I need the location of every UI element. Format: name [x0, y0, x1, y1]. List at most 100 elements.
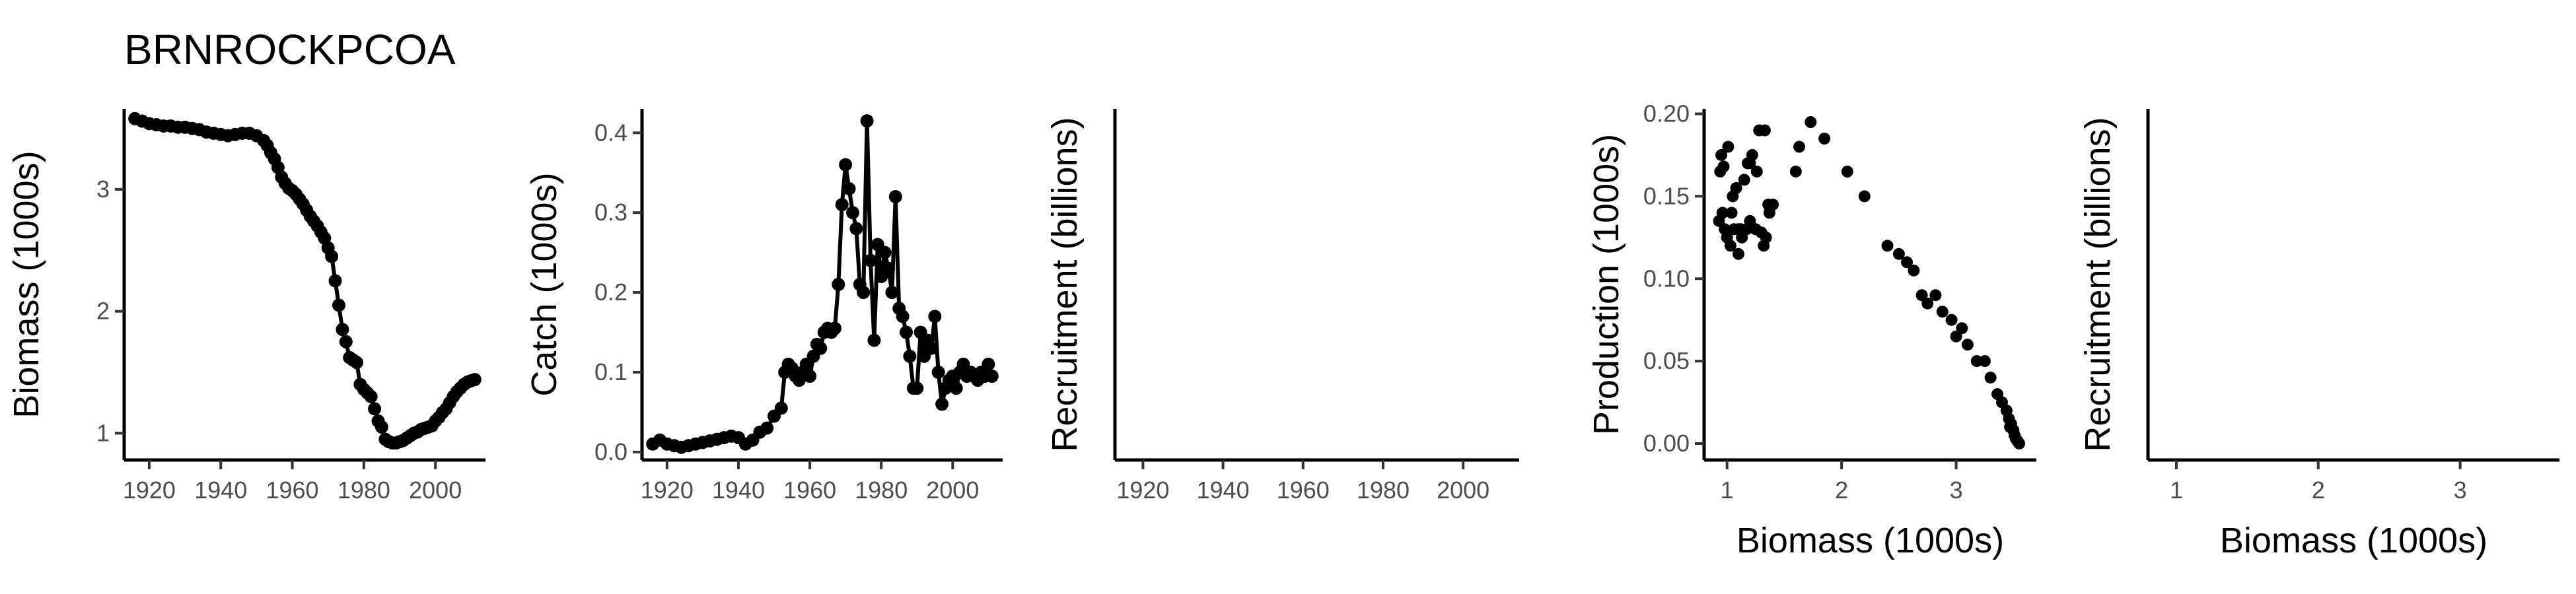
y-tick-label: 0.1 [594, 358, 627, 385]
data-point [828, 321, 841, 335]
x-tick-label: 2 [2312, 477, 2325, 504]
data-point [1750, 165, 1763, 178]
data-point [924, 341, 938, 355]
y-tick-label: 0.3 [594, 199, 627, 226]
y-axis-label: Catch (1000s) [524, 172, 564, 396]
data-point [1984, 372, 1997, 384]
data-point [1950, 330, 1962, 343]
x-tick-label: 2000 [926, 477, 979, 504]
data-point [1722, 141, 1735, 153]
data-point [1901, 256, 1913, 269]
data-point [1921, 297, 1934, 310]
x-tick-label: 1940 [194, 477, 247, 504]
panel-4: 1 2 3 0.00 0.05 0.10 0.15 0.20 Production (1000s… [1587, 100, 2036, 560]
data-point [468, 373, 482, 387]
x-tick-label: 1980 [338, 477, 390, 504]
data-point [332, 298, 345, 312]
data-point [839, 158, 853, 172]
y-tick-label: 2 [96, 298, 110, 325]
data-point [774, 401, 788, 415]
data-point [903, 349, 917, 363]
x-tick-label: 2000 [409, 477, 462, 504]
data-point [900, 325, 913, 339]
data-point [885, 286, 899, 300]
x-tick-label: 1920 [123, 477, 176, 504]
data-point [888, 190, 902, 203]
data-point [1733, 223, 1744, 236]
data-point [1908, 264, 1920, 277]
x-tick-label: 1 [2170, 477, 2183, 504]
y-tick-label: 0.4 [594, 119, 627, 146]
data-point [1730, 182, 1742, 194]
x-tick-label: 1920 [1116, 477, 1169, 504]
data-point [928, 310, 942, 323]
y-tick-label: 0.2 [594, 279, 627, 306]
data-point [760, 421, 774, 435]
data-point [1892, 248, 1905, 260]
x-tick-label: 3 [1950, 477, 1963, 504]
data-point [375, 420, 388, 434]
data-point [1789, 165, 1802, 178]
data-point [864, 253, 877, 267]
data-point [328, 274, 342, 288]
data-point [846, 206, 859, 220]
y-axis-label: Recruitment (billions) [1045, 117, 1085, 451]
data-point [1945, 314, 1958, 326]
x-axis-label: Biomass (1000s) [2220, 521, 2487, 560]
x-tick-label: 1980 [1357, 477, 1410, 504]
y-tick-label: 0.05 [1643, 347, 1690, 374]
data-point [985, 370, 999, 383]
data-point [982, 357, 995, 371]
data-point [1733, 248, 1744, 260]
data-point [1956, 322, 1968, 335]
y-tick-label: 0.20 [1643, 100, 1690, 127]
data-point [1841, 165, 1853, 178]
data-point [814, 341, 828, 355]
x-tick-label: 1940 [712, 477, 765, 504]
data-point [1818, 133, 1831, 145]
x-tick-label: 1920 [641, 477, 694, 504]
x-tick-label: 1940 [1197, 477, 1250, 504]
panel-3: 1920 1940 1960 1980 2000 Recruitment (billion… [1045, 109, 1519, 504]
data-point [1961, 339, 1974, 351]
x-tick-label: 1960 [1277, 477, 1330, 504]
data-point [931, 366, 945, 379]
data-point [1715, 148, 1727, 161]
x-tick-label: 1960 [783, 477, 836, 504]
data-point [1758, 240, 1770, 252]
data-point [867, 333, 881, 347]
y-tick-label: 1 [96, 419, 110, 446]
data-point [832, 278, 845, 291]
data-point [910, 381, 924, 395]
data-point [896, 310, 910, 323]
y-tick-label: 3 [96, 176, 110, 203]
data-point [1725, 207, 1738, 219]
y-tick-label: 0.00 [1643, 430, 1690, 457]
data-point [1738, 174, 1750, 186]
data-point [849, 222, 863, 236]
y-axis-label: Recruitment (billions) [2078, 117, 2118, 451]
data-point [1805, 116, 1817, 128]
data-point [1717, 160, 1730, 173]
data-point [1741, 157, 1754, 170]
data-point [1762, 198, 1775, 211]
data-point [935, 397, 949, 411]
y-axis-label: Biomass (1000s) [7, 150, 46, 418]
panel-2: 1920 1940 1960 1980 2000 0.0 0.1 0.2 0.3 0.4 Catch… [524, 109, 1003, 504]
series-line [134, 116, 476, 446]
data-point [882, 261, 895, 275]
data-point [325, 249, 339, 263]
data-point [1929, 289, 1942, 302]
data-point [857, 286, 871, 300]
data-point [1858, 190, 1871, 203]
x-tick-label: 2000 [1437, 477, 1489, 504]
data-point [878, 246, 892, 259]
data-point [1758, 124, 1771, 137]
data-point [1793, 141, 1805, 153]
data-point [1716, 207, 1729, 219]
x-tick-label: 1960 [266, 477, 318, 504]
data-point [2013, 438, 2025, 449]
y-axis-label: Production (1000s) [1587, 134, 1626, 435]
data-point [350, 356, 363, 370]
